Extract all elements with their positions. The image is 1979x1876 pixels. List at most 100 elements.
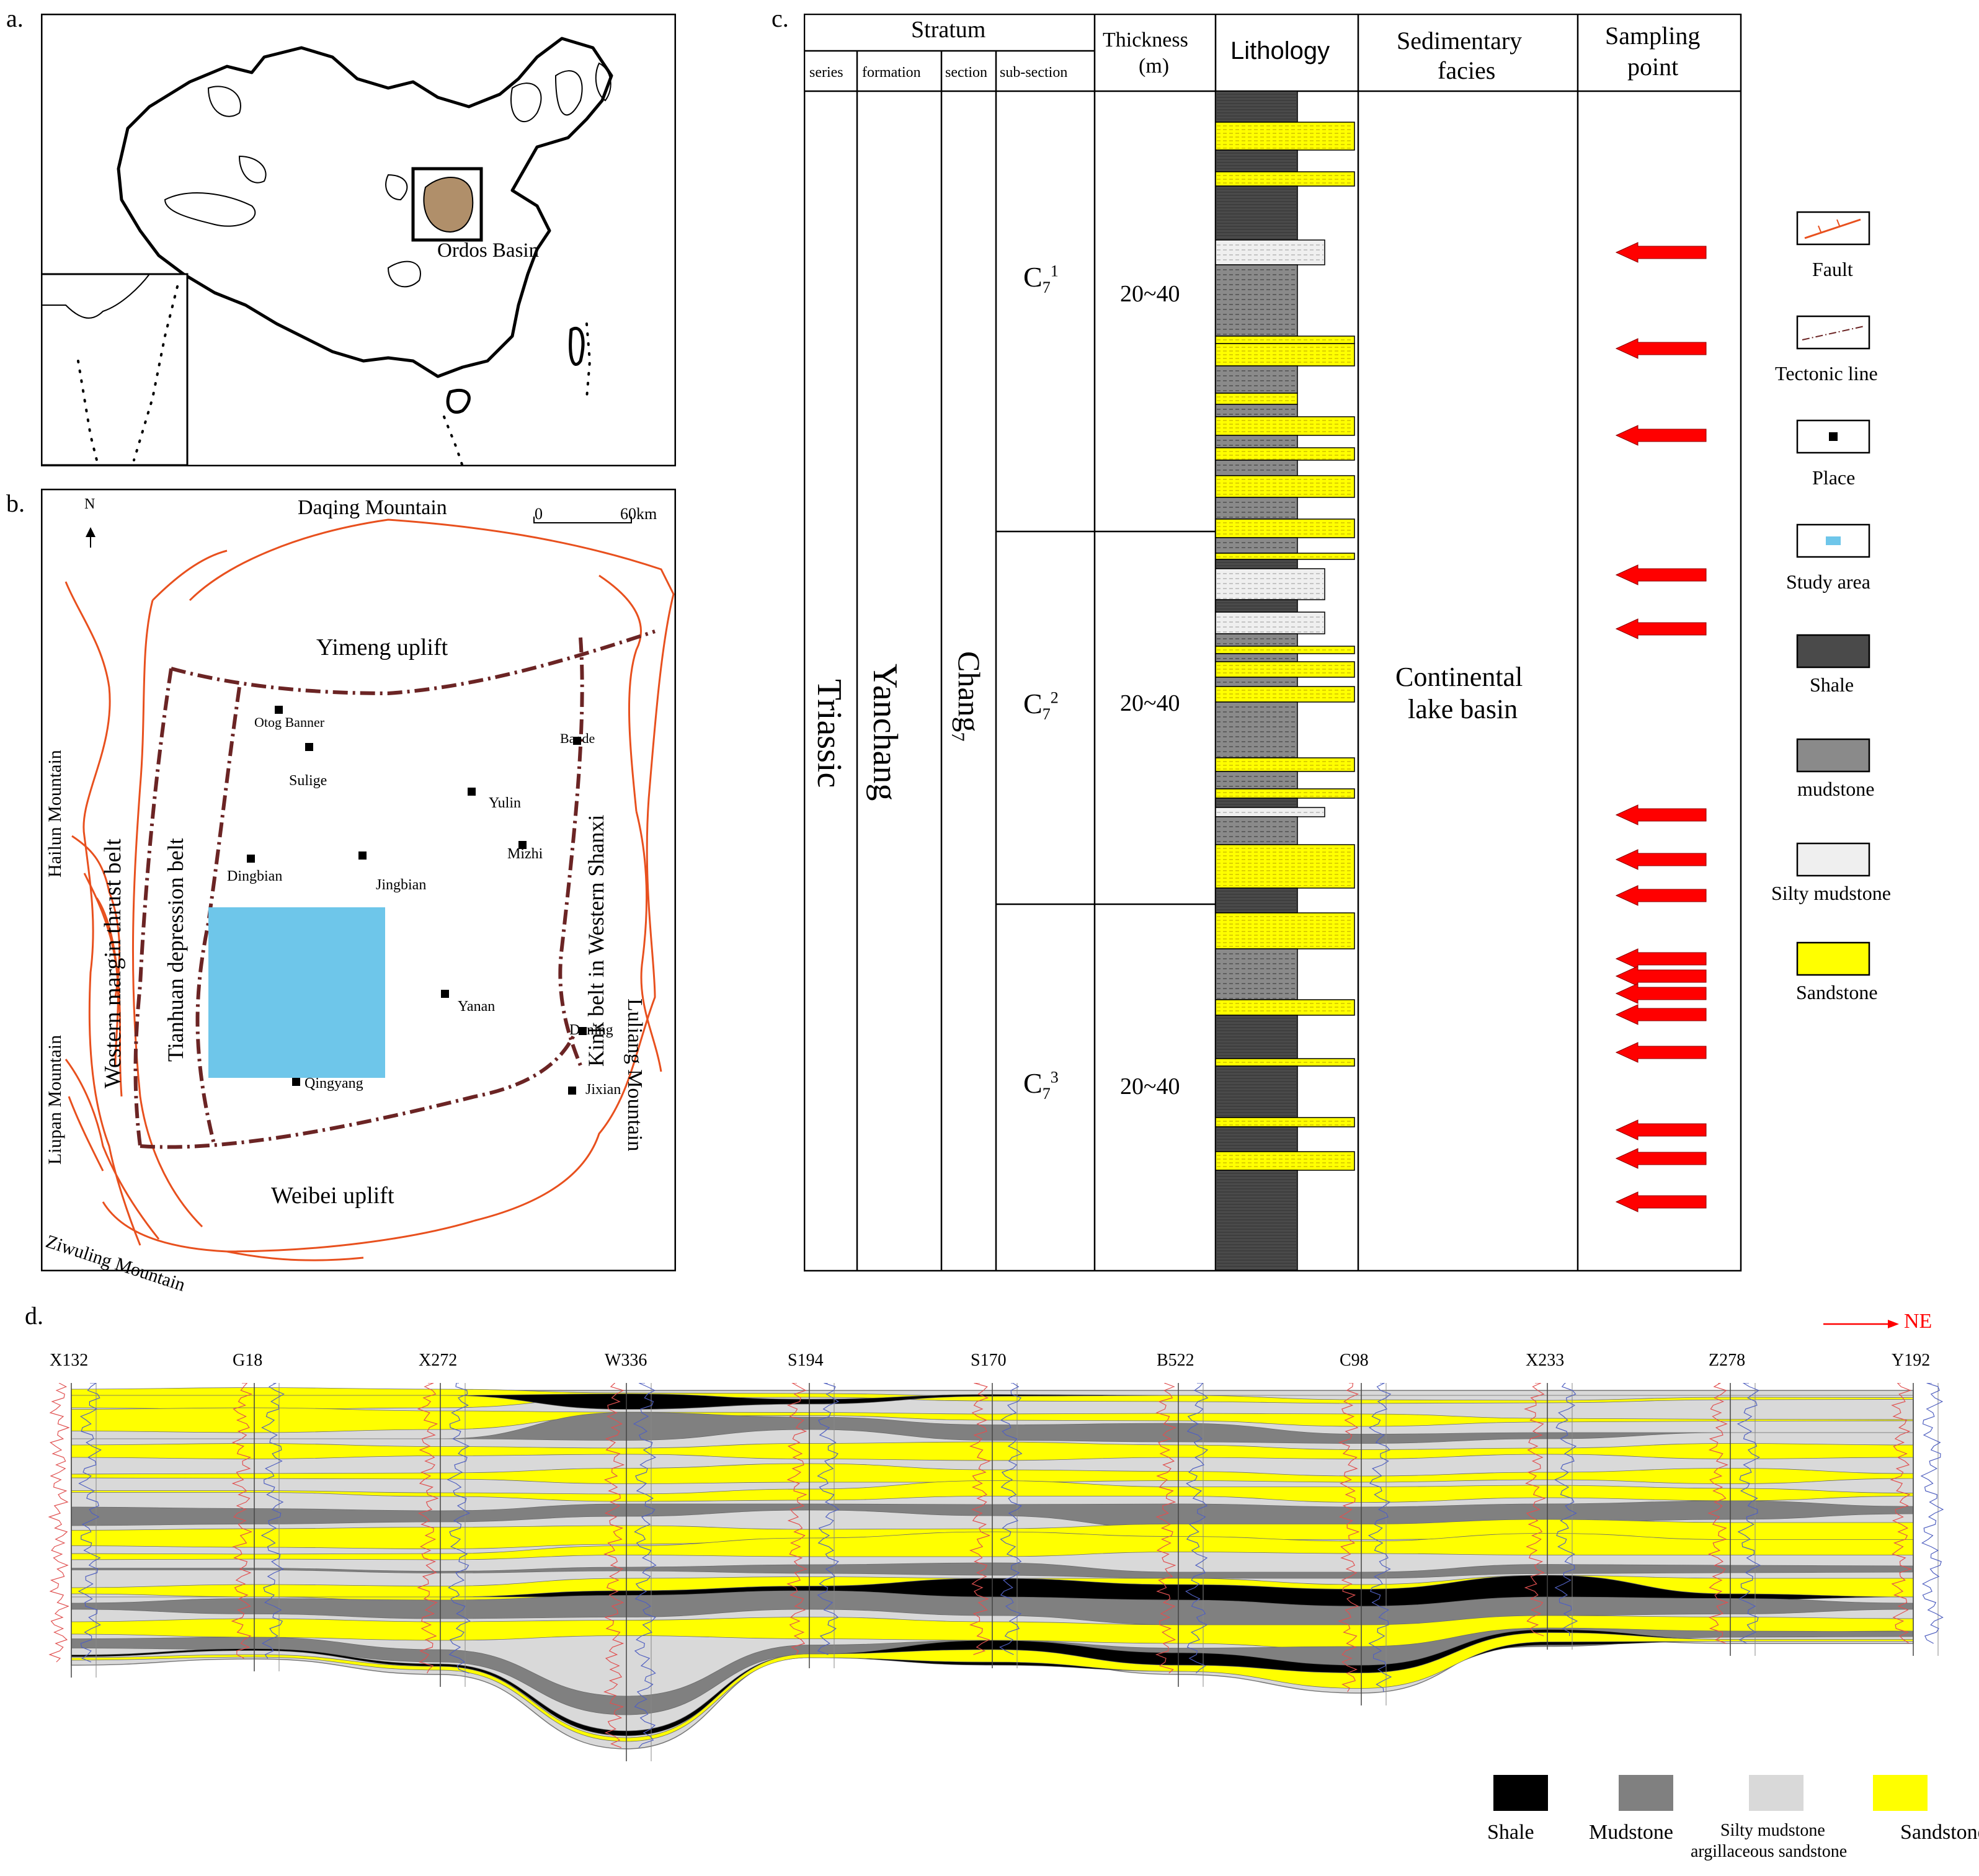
place-daning: Daning (569, 1022, 613, 1038)
well-label-w336: W336 (605, 1351, 647, 1370)
header-formation: formation (862, 64, 921, 81)
well-label-g18: G18 (233, 1351, 263, 1370)
tianhuan-depression-belt: Tianhuan depression belt (163, 838, 188, 1062)
place-qingyang: Qingyang (305, 1075, 363, 1091)
ne-arrow (1823, 1320, 1899, 1328)
sampling-point-arrow (1615, 1191, 1707, 1212)
china-outline (117, 37, 613, 378)
section-legend-shale: Shale (1487, 1821, 1534, 1844)
lithology-bed-shale (1215, 798, 1298, 808)
well-label-x132: X132 (50, 1351, 89, 1370)
subsection-c7-2: C72 (1023, 688, 1059, 724)
luliang-mountain: Luliang Mountain (623, 998, 646, 1152)
lithology-bed-sandstone (1215, 447, 1355, 461)
direction-ne: NE (1904, 1310, 1932, 1333)
gamma-ray-curve (786, 1383, 808, 1655)
sampling-point-arrow (1615, 948, 1707, 969)
ordos-structural-map (41, 489, 676, 1271)
resistivity-curve (1185, 1383, 1209, 1674)
well-label-s194: S194 (788, 1351, 824, 1370)
lithology-bed-mudstone (1215, 633, 1298, 647)
gamma-ray-curve (1890, 1383, 1912, 1644)
daqing-mountain: Daqing Mountain (298, 496, 447, 519)
gamma-ray-curve (603, 1383, 625, 1748)
resistivity-curve (1368, 1383, 1392, 1692)
section-legend-swatches (1493, 1775, 1928, 1811)
series-triassic: Triassic (810, 679, 848, 788)
lithology-bed-mudstone (1215, 497, 1298, 520)
sampling-point-arrow (1615, 425, 1707, 446)
lithology-bed-sandstone (1215, 757, 1355, 772)
thickness-c7-2: 20~40 (1120, 690, 1180, 716)
place-sulige: Sulige (289, 773, 327, 789)
header-thickness: Thickness (1103, 29, 1188, 51)
section-lens-shale (71, 1394, 1913, 1410)
lithology-bed-mudstone (1215, 771, 1298, 789)
legend-fault: Fault (1812, 258, 1853, 280)
legend-place: Place (1812, 466, 1856, 489)
lithology-bed-shale (1215, 149, 1298, 172)
sampling-point-arrow (1615, 338, 1707, 359)
lithology-bed-mudstone (1215, 365, 1298, 394)
panel-a-label: a. (6, 4, 24, 32)
subsection-c7-1: C71 (1023, 261, 1059, 297)
lithology-bed-mudstone (1215, 460, 1298, 476)
sampling-point-arrow (1615, 804, 1707, 825)
panel-c-label: c. (772, 4, 789, 32)
section-legend-mudstone: Mudstone (1589, 1821, 1673, 1844)
header-facies: Sedimentary (1397, 27, 1523, 55)
sampling-point-arrow (1615, 1004, 1707, 1025)
resistivity-curve (999, 1383, 1023, 1655)
well-label-s170: S170 (971, 1351, 1007, 1370)
well-label-y192: Y192 (1892, 1351, 1931, 1370)
legend-tectonic-line: Tectonic line (1775, 362, 1878, 385)
section-legend-silty-2: argillaceous sandstone (1691, 1842, 1848, 1861)
sampling-point-arrow (1615, 849, 1707, 870)
resistivity-curve (1737, 1383, 1761, 1644)
lithology-bed-sandstone (1215, 912, 1355, 949)
place-jingbian: Jingbian (376, 877, 427, 893)
sampling-point-arrow (1615, 618, 1707, 639)
well-label-x272: X272 (419, 1351, 458, 1370)
resistivity-curve (260, 1383, 285, 1659)
place-yulin: Yulin (489, 795, 522, 811)
scale-distance: 60km (620, 505, 657, 523)
well-label-x233: X233 (1526, 1351, 1565, 1370)
gamma-ray-curve (48, 1383, 70, 1663)
lithology-bed-sandstone (1215, 518, 1355, 538)
lithology-column (1215, 91, 1355, 1271)
formation-yanchang: Yanchang (866, 664, 904, 801)
sampling-point-arrow (1615, 1042, 1707, 1063)
facies-lake-basin: lake basin (1408, 694, 1518, 724)
sampling-point-arrow (1615, 983, 1707, 1004)
place-dingbian: Dingbian (227, 868, 283, 884)
section-chang7: Chang7 (948, 651, 987, 742)
sampling-point-arrow (1615, 1148, 1707, 1169)
well-correlation-section (48, 1383, 1944, 1761)
place-jixian: Jixian (585, 1082, 621, 1098)
well-label-b522: B522 (1157, 1351, 1194, 1370)
place-mizhi: Mizhi (507, 846, 543, 862)
header-subsection: sub-section (1000, 64, 1068, 81)
panel-d-label: d. (25, 1302, 43, 1330)
section-legend-silty: Silty mudstone (1720, 1821, 1825, 1840)
yimeng-uplift: Yimeng uplift (316, 634, 448, 660)
resistivity-curve (1554, 1383, 1578, 1637)
legend-silty-mudstone: Silty mudstone (1771, 882, 1891, 904)
north-label: N (84, 496, 96, 512)
gamma-ray-curve (969, 1383, 991, 1655)
thickness-c7-3: 20~40 (1120, 1074, 1180, 1100)
hailun-mountain: Hailun Mountain (45, 750, 65, 878)
stratigraphic-column (804, 14, 1742, 1272)
sampling-point-arrow (1615, 966, 1707, 987)
lithology-bed-sandstone (1215, 553, 1355, 560)
lithology-bed-mudstone (1215, 653, 1298, 662)
place-baode: Baode (560, 731, 595, 746)
lithology-bed-silty (1215, 611, 1325, 634)
weibei-uplift: Weibei uplift (271, 1183, 394, 1209)
lithology-bed-sandstone (1215, 788, 1355, 799)
lithology-bed-mudstone (1215, 537, 1298, 554)
resistivity-curve (1920, 1383, 1944, 1644)
lithology-bed-sandstone (1215, 416, 1355, 436)
lithology-bed-sandstone (1215, 1117, 1355, 1127)
